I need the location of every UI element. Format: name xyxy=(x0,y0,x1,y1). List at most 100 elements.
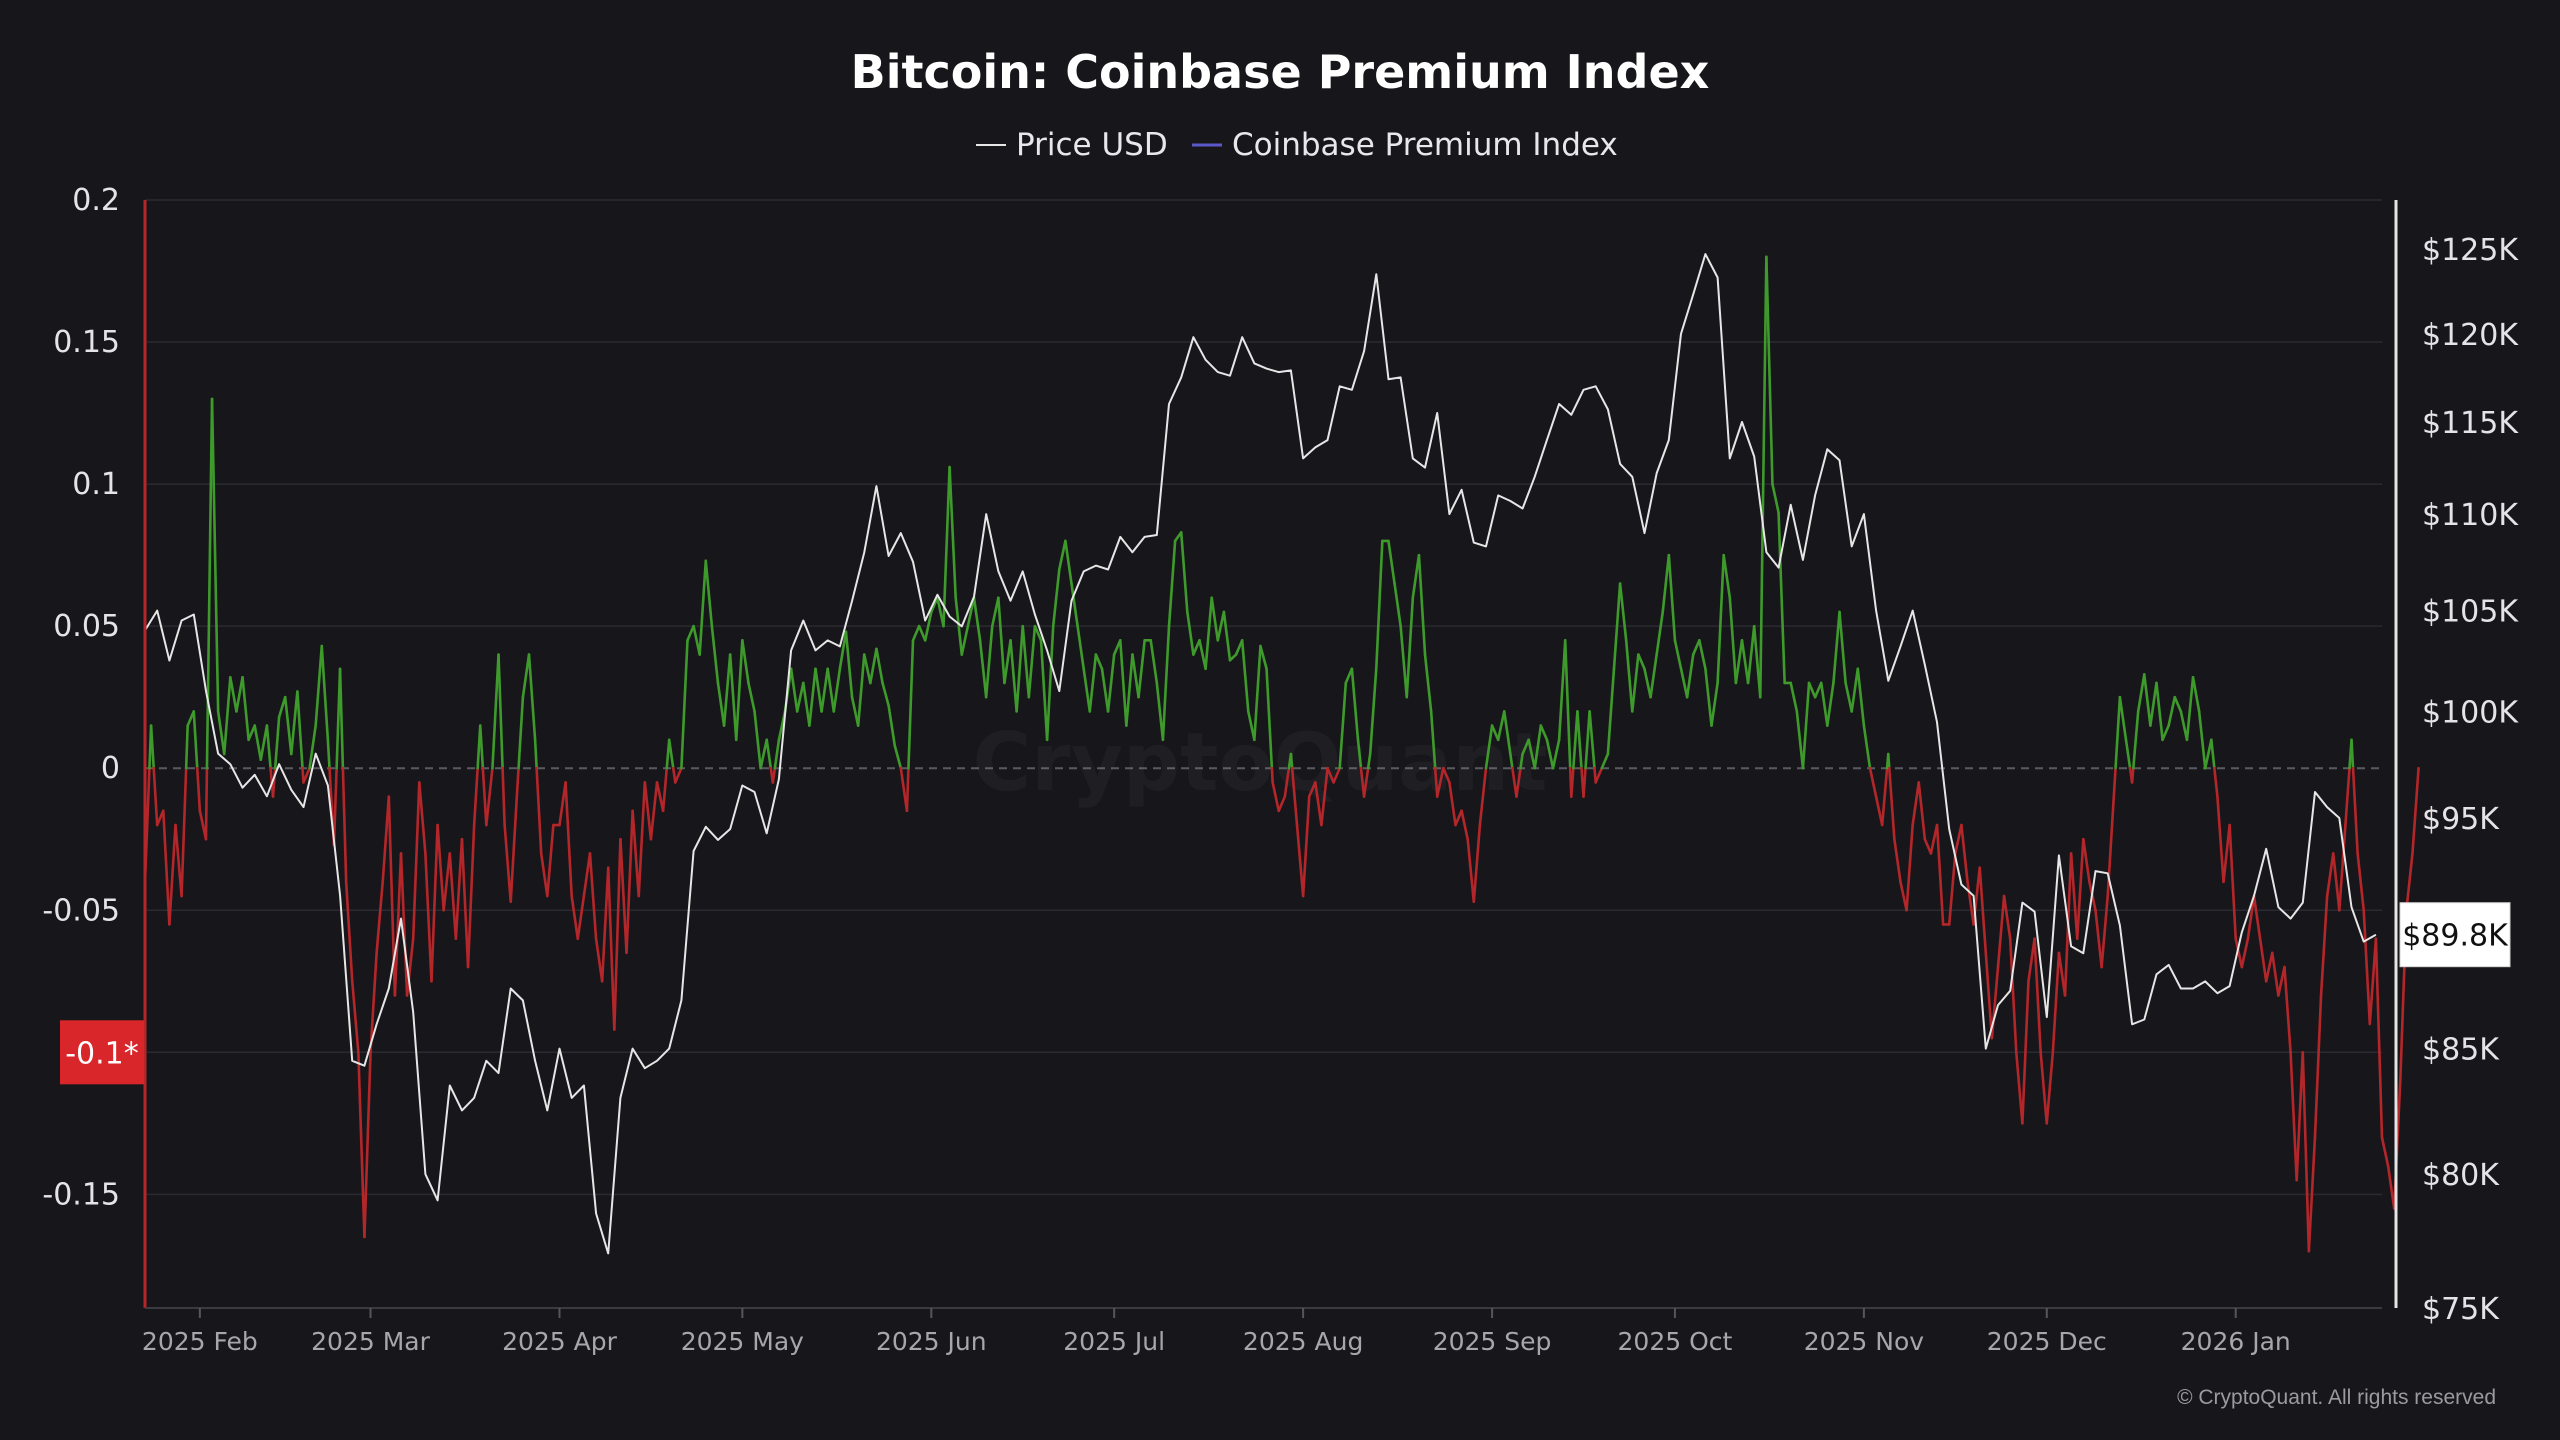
right-tick-label: $125K xyxy=(2422,233,2519,268)
premium-segment xyxy=(2289,1051,2298,1182)
x-axis-ticks: 2025 Feb 2025 Mar 2025 Apr 2025 May 2025 Jun… xyxy=(142,1308,2291,1356)
premium-segment xyxy=(1765,255,1774,486)
premium-segment xyxy=(2100,894,2110,969)
premium-segment xyxy=(442,852,452,912)
legend-item-premium[interactable]: Coinbase Premium Index xyxy=(1192,127,1618,163)
current-price-label: $89.8K xyxy=(2402,919,2509,954)
premium-segment xyxy=(1246,710,1256,742)
premium-segment xyxy=(765,738,773,770)
premium-segment xyxy=(1125,653,1134,727)
premium-segment xyxy=(2252,894,2262,940)
premium-segment xyxy=(1076,624,1085,671)
premium-segment xyxy=(2155,681,2164,742)
premium-segment xyxy=(1356,738,1363,770)
premium-segment xyxy=(1649,653,1658,699)
watermark: CryptoQuant xyxy=(973,716,1548,809)
premium-segment xyxy=(1984,951,1994,1040)
premium-segment xyxy=(2351,766,2359,855)
premium-segment xyxy=(984,624,994,699)
premium-segment xyxy=(460,837,470,969)
premium-segment xyxy=(338,667,345,770)
premium-segment xyxy=(472,766,479,827)
premium-segment xyxy=(2210,738,2216,770)
left-marker-badge xyxy=(60,1020,144,1085)
legend-item-price[interactable]: Price USD xyxy=(976,127,1168,163)
premium-segment xyxy=(1472,823,1482,904)
premium-segment xyxy=(515,766,520,798)
premium-segment xyxy=(1539,724,1549,742)
premium-index-series xyxy=(143,255,2420,1253)
premium-segment xyxy=(161,809,171,926)
premium-segment xyxy=(1502,710,1512,756)
premium-segment xyxy=(722,653,732,727)
premium-segment xyxy=(296,690,304,770)
premium-segment xyxy=(1600,752,1610,770)
premium-segment xyxy=(1509,752,1514,770)
premium-segment xyxy=(801,681,811,727)
premium-segment xyxy=(1118,639,1128,727)
premium-segment xyxy=(344,880,354,983)
premium-segment xyxy=(832,667,842,713)
premium-segment xyxy=(517,695,525,770)
premium-segment xyxy=(795,681,805,713)
premium-segment xyxy=(393,852,403,997)
premium-segment xyxy=(960,624,970,656)
premium-segment xyxy=(2234,937,2244,969)
premium-segment xyxy=(1021,624,1031,699)
premium-segment xyxy=(241,675,250,742)
premium-segment xyxy=(1161,624,1171,742)
premium-segment xyxy=(911,624,921,642)
premium-segment xyxy=(978,639,988,699)
premium-segment xyxy=(1673,639,1683,671)
premium-segment xyxy=(192,710,199,770)
premium-segment xyxy=(527,653,537,742)
premium-segment xyxy=(326,738,331,770)
premium-segment xyxy=(1954,823,1963,855)
premium-segment xyxy=(2014,1051,2024,1125)
premium-segment xyxy=(1576,710,1583,770)
premium-segment xyxy=(753,710,762,770)
premium-segment xyxy=(1009,639,1018,713)
premium-segment xyxy=(1259,644,1268,671)
premium-segment xyxy=(2185,675,2195,742)
left-axis-ticks: 0.2 0.15 0.1 0.05 0 -0.05 -0.15 xyxy=(42,183,120,1212)
premium-segment xyxy=(1454,809,1463,827)
premium-segment xyxy=(1856,667,1866,727)
premium-segment xyxy=(229,675,238,713)
premium-segment xyxy=(1240,639,1250,713)
premium-segment xyxy=(716,681,726,727)
premium-segment xyxy=(417,781,427,855)
premium-segment xyxy=(1698,639,1707,671)
premium-segment xyxy=(2075,837,2085,940)
left-tick-label: 0.2 xyxy=(72,183,120,218)
premium-segment xyxy=(485,766,494,827)
premium-segment xyxy=(1527,738,1537,770)
premium-segment xyxy=(2270,951,2280,997)
premium-segment xyxy=(2008,937,2018,1054)
premium-segment xyxy=(1051,568,1061,628)
premium-segment xyxy=(1947,852,1957,926)
premium-segment xyxy=(1295,823,1305,898)
premium-segment xyxy=(1417,553,1427,656)
premium-segment xyxy=(204,766,209,841)
premium-segment xyxy=(1557,639,1567,742)
premium-segment xyxy=(545,823,555,898)
premium-segment xyxy=(582,852,592,898)
axis-badges: -0.1* $89.8K xyxy=(60,902,2511,1085)
premium-segment xyxy=(1179,531,1189,614)
premium-segment xyxy=(1064,539,1073,585)
premium-segment xyxy=(2142,673,2152,727)
premium-segment xyxy=(478,724,485,770)
right-tick-label: $110K xyxy=(2422,498,2519,533)
premium-segment xyxy=(1612,582,1622,671)
premium-segment xyxy=(332,766,338,847)
axes xyxy=(143,200,2398,1309)
premium-segment xyxy=(1905,823,1914,912)
premium-segment xyxy=(710,624,720,685)
premium-segment xyxy=(369,951,378,1054)
premium-segment xyxy=(1405,596,1415,699)
premium-segment xyxy=(1572,710,1579,770)
premium-segment xyxy=(1563,639,1572,770)
premium-segment xyxy=(2114,695,2122,770)
premium-segment xyxy=(1801,681,1811,770)
